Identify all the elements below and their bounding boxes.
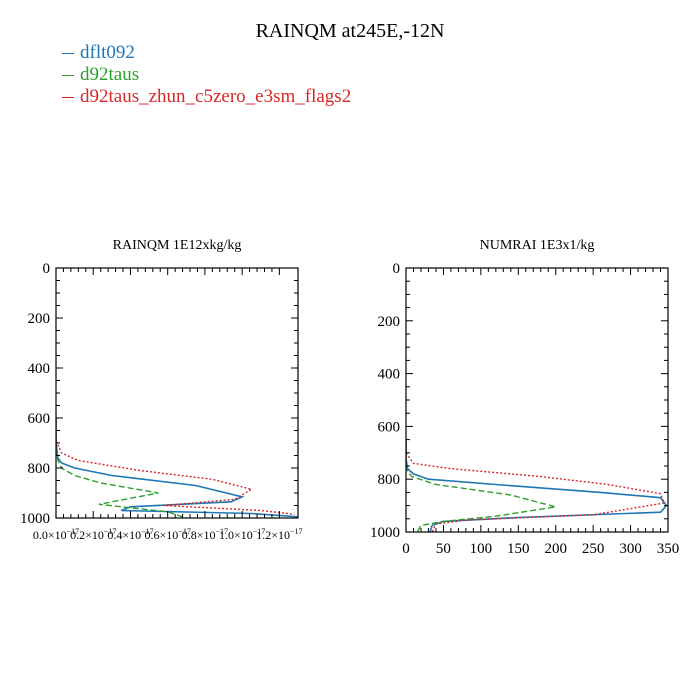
legend-swatch-d92taus-zhun bbox=[62, 97, 74, 99]
y-tick-label: 1000 bbox=[370, 525, 400, 541]
legend-swatch-dflt092 bbox=[62, 53, 74, 55]
legend-label: dflt092 bbox=[80, 42, 135, 63]
series-line-d92taus_zhun_c5zero_e3sm_flags2 bbox=[56, 413, 295, 515]
y-tick-label: 800 bbox=[28, 461, 51, 477]
x-tick-label: 1.2×10−17 bbox=[256, 527, 302, 542]
y-tick-label: 800 bbox=[378, 472, 401, 488]
legend-label: d92taus bbox=[80, 64, 140, 85]
legend: dflt092 d92taus d92taus_zhun_c5zero_e3sm… bbox=[62, 42, 351, 108]
x-tick-label: 100 bbox=[470, 541, 493, 557]
panel-title: NUMRAI 1E3x1/kg bbox=[480, 238, 595, 253]
x-tick-label: 0 bbox=[402, 541, 410, 557]
plot-frame bbox=[55, 267, 299, 519]
legend-swatch-d92taus bbox=[62, 75, 74, 77]
y-tick-label: 1000 bbox=[20, 511, 50, 527]
series-line-d92taus bbox=[56, 430, 187, 518]
series-line-d92taus bbox=[406, 447, 556, 532]
y-tick-label: 0 bbox=[43, 261, 51, 277]
legend-item-d92taus-zhun: d92taus_zhun_c5zero_e3sm_flags2 bbox=[62, 86, 351, 108]
y-tick-label: 400 bbox=[378, 367, 401, 383]
x-tick-label: 200 bbox=[544, 541, 567, 557]
series-line-dflt092 bbox=[56, 418, 298, 518]
x-tick-label: 250 bbox=[582, 541, 605, 557]
x-tick-label: 350 bbox=[657, 541, 680, 557]
y-tick-label: 400 bbox=[28, 361, 51, 377]
legend-item-dflt092: dflt092 bbox=[62, 42, 351, 64]
series-line-d92taus_zhun_c5zero_e3sm_flags2 bbox=[406, 437, 666, 532]
y-tick-label: 600 bbox=[28, 411, 51, 427]
y-tick-label: 0 bbox=[393, 261, 401, 277]
plot-frame bbox=[405, 267, 669, 533]
x-tick-label: 300 bbox=[619, 541, 642, 557]
y-tick-label: 200 bbox=[28, 311, 51, 327]
chart-title: RAINQM at245E,-12N bbox=[255, 20, 445, 42]
x-tick-label: 150 bbox=[507, 541, 530, 557]
panel-title: RAINQM 1E12xkg/kg bbox=[113, 238, 242, 253]
legend-label: d92taus_zhun_c5zero_e3sm_flags2 bbox=[80, 86, 352, 107]
legend-item-d92taus: d92taus bbox=[62, 64, 351, 86]
y-tick-label: 200 bbox=[378, 314, 401, 330]
x-tick-label: 50 bbox=[436, 541, 451, 557]
y-tick-label: 600 bbox=[378, 419, 401, 435]
